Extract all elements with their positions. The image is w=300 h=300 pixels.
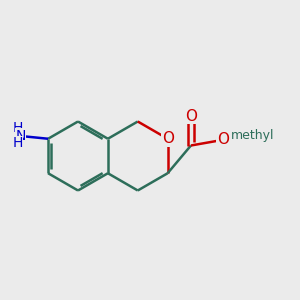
Text: H: H (12, 121, 22, 135)
Text: O: O (217, 132, 229, 147)
Text: H: H (12, 136, 22, 150)
Text: O: O (162, 131, 174, 146)
Text: methyl: methyl (231, 129, 274, 142)
Text: O: O (185, 109, 197, 124)
Text: N: N (15, 129, 26, 143)
